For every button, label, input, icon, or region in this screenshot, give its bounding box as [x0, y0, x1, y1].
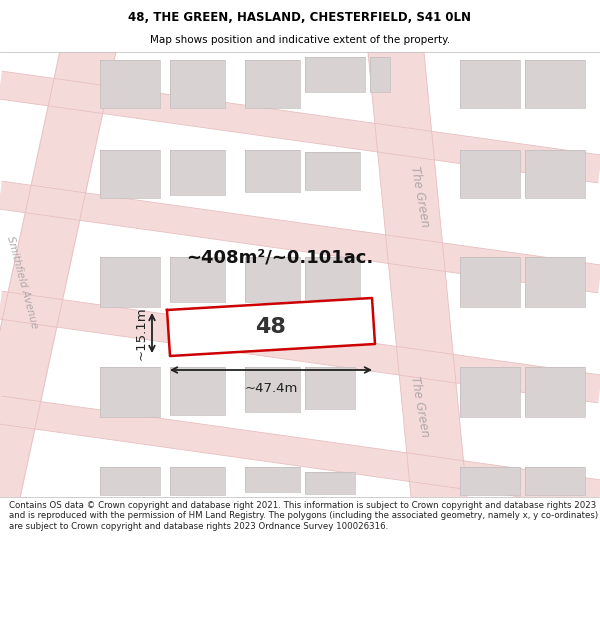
Polygon shape [525, 257, 585, 307]
Text: The Green: The Green [408, 166, 432, 229]
Polygon shape [460, 150, 520, 198]
Polygon shape [305, 57, 365, 92]
Text: ~47.4m: ~47.4m [244, 382, 298, 395]
Polygon shape [170, 150, 225, 195]
Polygon shape [170, 467, 225, 495]
Polygon shape [305, 472, 355, 494]
Text: Map shows position and indicative extent of the property.: Map shows position and indicative extent… [150, 36, 450, 46]
Polygon shape [305, 367, 355, 409]
Polygon shape [370, 57, 390, 92]
Polygon shape [170, 257, 225, 302]
Polygon shape [170, 367, 225, 415]
Polygon shape [100, 367, 160, 417]
Polygon shape [0, 36, 118, 513]
Text: ~408m²/~0.101ac.: ~408m²/~0.101ac. [187, 248, 374, 266]
Polygon shape [0, 396, 600, 508]
Text: Contains OS data © Crown copyright and database right 2021. This information is : Contains OS data © Crown copyright and d… [9, 501, 598, 531]
Polygon shape [367, 39, 468, 510]
Polygon shape [0, 71, 600, 183]
Polygon shape [460, 367, 520, 417]
Polygon shape [245, 60, 300, 108]
Polygon shape [525, 60, 585, 108]
Polygon shape [245, 467, 300, 492]
Polygon shape [460, 467, 520, 495]
Polygon shape [167, 298, 375, 356]
Text: 48, THE GREEN, HASLAND, CHESTERFIELD, S41 0LN: 48, THE GREEN, HASLAND, CHESTERFIELD, S4… [128, 11, 472, 24]
Polygon shape [525, 367, 585, 417]
Polygon shape [0, 291, 600, 403]
Text: Smithfield Avenue: Smithfield Avenue [5, 235, 39, 329]
Polygon shape [245, 150, 300, 192]
Polygon shape [100, 467, 160, 495]
Text: ~15.1m: ~15.1m [135, 306, 148, 360]
Polygon shape [100, 60, 160, 108]
Polygon shape [525, 467, 585, 495]
Polygon shape [305, 152, 360, 190]
Text: 48: 48 [256, 317, 286, 337]
Polygon shape [170, 60, 225, 108]
Polygon shape [100, 257, 160, 307]
Polygon shape [245, 257, 300, 302]
Polygon shape [460, 60, 520, 108]
Polygon shape [460, 257, 520, 307]
Polygon shape [100, 150, 160, 198]
Polygon shape [525, 150, 585, 198]
Polygon shape [245, 367, 300, 412]
Polygon shape [305, 257, 360, 299]
Polygon shape [0, 181, 600, 293]
Text: The Green: The Green [408, 376, 432, 439]
